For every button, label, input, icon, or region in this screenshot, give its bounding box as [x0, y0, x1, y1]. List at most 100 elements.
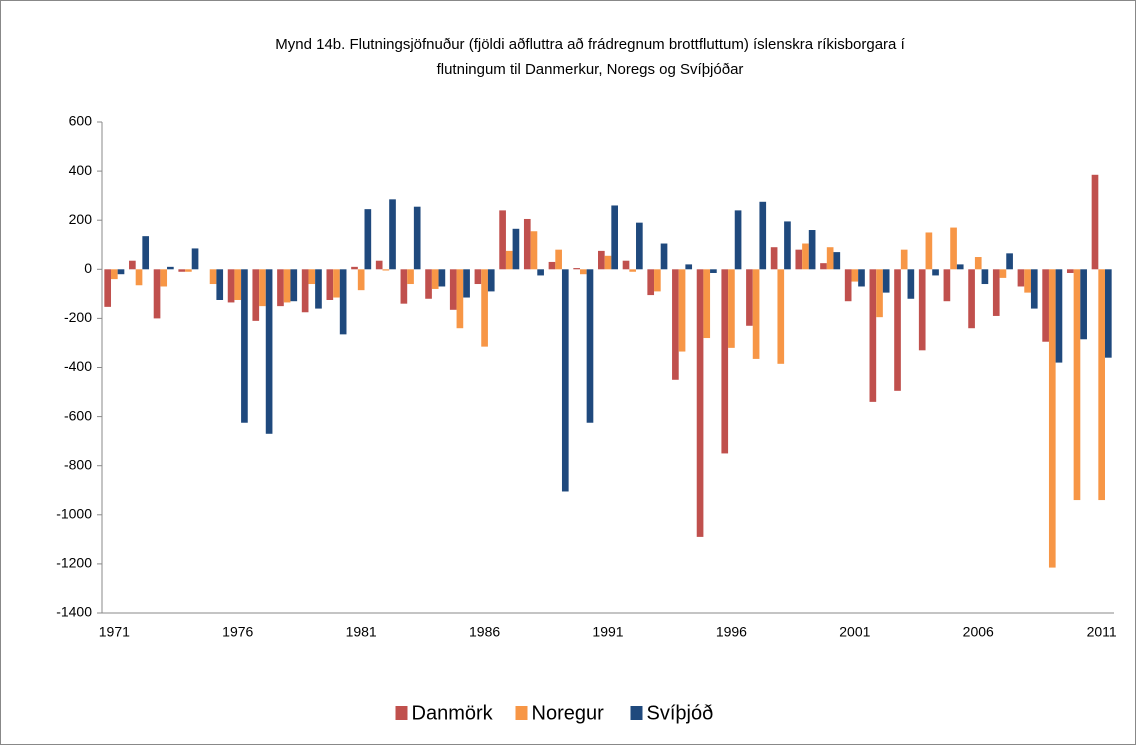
bar	[407, 269, 414, 285]
chart-title: Mynd 14b. Flutningsjöfnuður (fjöldi aðfl…	[275, 36, 905, 53]
bar	[512, 228, 520, 270]
bar	[530, 231, 538, 270]
bar	[375, 260, 383, 270]
bar	[734, 210, 742, 270]
bar	[654, 269, 661, 292]
bar	[241, 269, 248, 423]
bar	[770, 247, 778, 270]
bar	[487, 269, 495, 292]
bar	[678, 269, 686, 352]
bar	[252, 269, 260, 321]
bar	[153, 269, 161, 319]
bar	[413, 206, 421, 270]
bar	[308, 269, 316, 285]
bar	[759, 201, 767, 270]
legend-label: Danmörk	[412, 702, 494, 724]
bar	[351, 266, 358, 270]
bar	[918, 269, 926, 351]
bar	[104, 269, 112, 307]
bar	[573, 268, 580, 270]
bar	[826, 247, 834, 270]
x-tick-label: 1996	[716, 624, 747, 640]
bar	[438, 269, 446, 287]
bar	[1042, 269, 1049, 342]
bar	[721, 269, 729, 454]
bar	[555, 249, 562, 270]
bar	[844, 269, 852, 302]
x-tick-label: 2001	[839, 624, 870, 640]
bar	[981, 269, 989, 285]
bar	[1055, 269, 1063, 363]
y-tick-label: -1200	[56, 555, 92, 571]
bar	[449, 269, 457, 310]
bar	[481, 269, 488, 347]
bar	[636, 222, 643, 270]
bar	[456, 269, 464, 329]
bar	[604, 255, 612, 270]
bar	[833, 252, 841, 270]
bar	[561, 269, 569, 492]
bar	[876, 269, 883, 318]
bar	[537, 269, 544, 276]
bar	[808, 230, 816, 270]
y-tick-label: 400	[69, 162, 93, 178]
bar	[968, 269, 975, 329]
y-tick-label: -1000	[56, 506, 92, 522]
bar	[357, 269, 365, 291]
bar	[629, 269, 637, 272]
legend-swatch	[630, 706, 643, 720]
bar	[167, 266, 174, 270]
bar	[1098, 269, 1105, 501]
bar	[907, 269, 915, 299]
bar	[185, 269, 192, 272]
bar	[191, 248, 199, 270]
bar	[869, 269, 877, 402]
bar	[672, 269, 679, 380]
bar	[622, 260, 630, 270]
bar	[802, 243, 809, 270]
bar	[777, 269, 785, 364]
bar	[943, 269, 951, 302]
bar	[234, 269, 242, 300]
legend-label: Noregur	[532, 702, 605, 724]
bar	[1048, 269, 1056, 568]
y-tick-label: -1400	[56, 604, 92, 620]
bar	[400, 269, 408, 304]
bar	[900, 249, 908, 270]
bar	[160, 269, 168, 287]
bar	[956, 264, 964, 270]
bar	[227, 269, 235, 303]
bar	[283, 269, 291, 303]
x-tick-label: 1986	[469, 624, 500, 640]
y-tick-label: 600	[69, 113, 93, 129]
bar	[932, 269, 939, 276]
bar	[548, 261, 556, 270]
legend-swatch	[515, 706, 528, 720]
y-tick-label: 200	[69, 211, 93, 227]
bar	[505, 250, 513, 270]
bar	[598, 250, 605, 270]
bar	[820, 263, 827, 270]
bar	[1091, 174, 1099, 270]
bar	[950, 227, 957, 270]
bar	[784, 221, 791, 270]
bar	[111, 269, 118, 280]
bar	[142, 236, 150, 270]
bar	[265, 269, 273, 434]
bar	[425, 269, 432, 299]
bar	[992, 269, 1000, 316]
bar	[894, 269, 901, 391]
bar	[499, 210, 506, 270]
bar	[333, 269, 340, 298]
bar	[1080, 269, 1087, 340]
bar	[216, 269, 224, 300]
bar	[1073, 269, 1081, 501]
bar	[660, 243, 668, 270]
x-tick-label: 1991	[592, 624, 623, 640]
bar	[431, 269, 439, 289]
bar	[277, 269, 284, 307]
legend-label: Svíþjóð	[647, 702, 714, 724]
chart-title: flutningum til Danmerkur, Noregs og Svíþ…	[437, 61, 744, 78]
bar	[974, 257, 982, 270]
bar	[752, 269, 760, 359]
